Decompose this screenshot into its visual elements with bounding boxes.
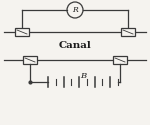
FancyBboxPatch shape [23, 56, 37, 64]
FancyBboxPatch shape [121, 28, 135, 36]
Text: Canal: Canal [59, 42, 91, 50]
Text: B: B [80, 72, 86, 80]
FancyBboxPatch shape [15, 28, 29, 36]
FancyBboxPatch shape [113, 56, 127, 64]
Text: R: R [72, 6, 78, 14]
